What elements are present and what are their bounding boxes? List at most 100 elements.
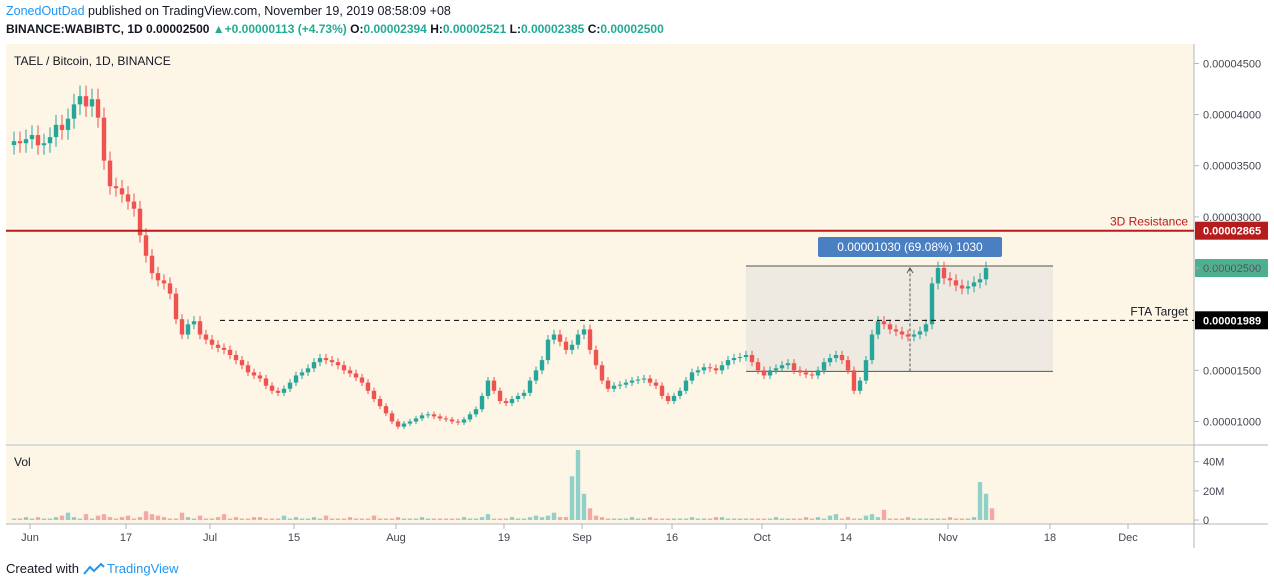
volume-bar	[323, 515, 329, 520]
candle-body	[269, 385, 275, 391]
volume-bar	[863, 515, 869, 520]
volume-bar	[779, 518, 785, 520]
candle-body	[875, 321, 881, 335]
x-tick-label: Nov	[938, 532, 958, 544]
candle-body	[761, 370, 767, 376]
volume-bar	[581, 493, 587, 520]
created-with-label: Created with	[6, 561, 79, 576]
high-label: H:	[430, 22, 443, 36]
volume-bar	[485, 514, 491, 520]
candle-body	[605, 380, 611, 389]
volume-bar	[293, 517, 299, 520]
volume-bar	[935, 518, 941, 520]
candle-body	[983, 268, 989, 280]
volume-bar	[143, 511, 149, 520]
candle-body	[743, 354, 749, 358]
candle-body	[887, 324, 893, 330]
volume-bar	[749, 518, 755, 520]
volume-bar	[407, 518, 413, 520]
volume-bar	[179, 512, 185, 520]
candle-body	[953, 280, 959, 286]
candle-body	[659, 385, 665, 396]
volume-bar	[491, 518, 497, 520]
volume-bar	[443, 518, 449, 520]
volume-bar	[647, 517, 653, 520]
volume-bar	[725, 518, 731, 520]
candle-body	[839, 354, 845, 361]
volume-bar	[431, 518, 437, 520]
volume-bar	[119, 517, 125, 520]
candle-body	[299, 372, 305, 376]
candle-body	[401, 423, 407, 427]
candle-body	[563, 341, 569, 350]
candle-body	[395, 421, 401, 427]
candle-body	[197, 321, 203, 335]
volume-bar	[329, 518, 335, 520]
volume-bar	[617, 518, 623, 520]
candle-body	[737, 357, 743, 359]
volume-bar	[797, 518, 803, 520]
volume-bar	[515, 518, 521, 520]
volume-bar	[311, 517, 317, 520]
candle-body	[29, 135, 35, 140]
author-link[interactable]: ZonedOutDad	[6, 4, 85, 18]
volume-bar	[677, 518, 683, 520]
volume-bar	[473, 518, 479, 520]
volume-bar	[941, 518, 947, 520]
volume-bar	[11, 518, 17, 520]
current-price-box	[1195, 259, 1268, 278]
volume-bar	[887, 518, 893, 520]
volume-bar	[35, 517, 41, 520]
candle-body	[155, 273, 161, 281]
volume-bar	[305, 518, 311, 520]
volume-bar	[953, 518, 959, 520]
volume-bar	[707, 518, 713, 520]
volume-bar	[983, 493, 989, 520]
volume-bar	[137, 517, 143, 520]
candle-body	[821, 362, 827, 371]
volume-bar	[155, 515, 161, 520]
candle-body	[203, 334, 209, 340]
target-price-label: 0.00001989	[1203, 315, 1261, 327]
candle-body	[599, 365, 605, 381]
change-value: +0.00000113 (+4.73%)	[224, 22, 347, 36]
volume-bar	[245, 518, 251, 520]
volume-bar	[497, 518, 503, 520]
volume-bar	[77, 518, 83, 520]
candle-body	[851, 370, 857, 391]
candle-body	[275, 390, 281, 393]
chart-title: TAEL / Bitcoin, 1D, BINANCE	[14, 54, 171, 68]
candle-body	[461, 419, 467, 423]
candle-body	[425, 414, 431, 416]
resistance-price-label: 0.00002865	[1203, 226, 1261, 238]
candle-body	[593, 349, 599, 366]
candle-body	[473, 409, 479, 415]
candle-body	[527, 380, 533, 393]
candle-body	[341, 365, 347, 371]
x-tick-label: Jul	[203, 532, 217, 544]
ohlc-line: BINANCE:WABIBTC, 1D 0.00002500 ▲+0.00000…	[6, 22, 664, 36]
volume-bar	[419, 517, 425, 520]
candle-body	[695, 370, 701, 373]
candle-body	[917, 331, 923, 335]
candle-body	[437, 416, 443, 419]
candle-body	[347, 370, 353, 374]
publish-line: ZonedOutDad published on TradingView.com…	[6, 4, 451, 18]
volume-bar	[371, 515, 377, 520]
volume-bar	[239, 518, 245, 520]
volume-bar	[713, 517, 719, 520]
volume-bar	[503, 518, 509, 520]
tradingview-brand-link[interactable]: TradingView	[106, 561, 179, 576]
candle-body	[143, 235, 149, 256]
volume-bar	[803, 517, 809, 520]
volume-bar	[209, 518, 215, 520]
candle-body	[377, 398, 383, 407]
x-tick-label: 18	[1044, 532, 1056, 544]
candle-body	[251, 372, 257, 376]
candle-body	[491, 380, 497, 391]
candle-body	[119, 188, 125, 195]
candle-body	[71, 104, 77, 119]
volume-bar	[533, 515, 539, 520]
volume-bar	[599, 517, 605, 520]
